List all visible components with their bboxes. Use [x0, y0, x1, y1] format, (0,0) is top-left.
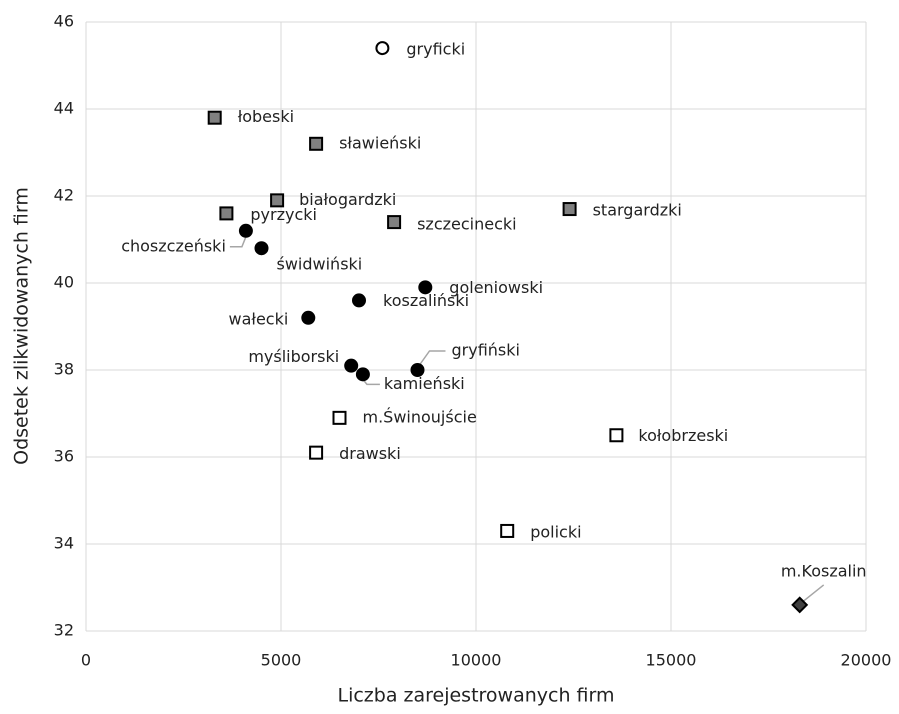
data-label: świdwiński	[277, 255, 363, 274]
point	[410, 363, 425, 377]
point	[418, 280, 433, 295]
leader-line	[803, 584, 825, 602]
point	[355, 367, 370, 382]
leader-line	[229, 236, 247, 248]
data-label: łobeski	[238, 107, 294, 126]
point	[791, 596, 809, 614]
point	[332, 410, 347, 425]
point	[387, 215, 402, 230]
data-label: goleniowski	[449, 278, 543, 297]
data-label: gryfiński	[452, 341, 520, 360]
y-axis-label: Odsetek zlikwidowanych firm	[11, 187, 33, 465]
data-label: wałecki	[229, 309, 289, 328]
data-label: gryficki	[406, 40, 465, 59]
y-tick-label: 40	[54, 273, 74, 292]
point	[270, 193, 285, 208]
data-label: kamieński	[384, 374, 465, 393]
data-label: koszaliński	[383, 291, 469, 310]
data-label: sławieński	[339, 133, 421, 152]
point	[609, 428, 624, 443]
point	[562, 202, 577, 217]
data-label: białogardzki	[299, 190, 396, 209]
data-label: policki	[530, 522, 581, 541]
x-axis-label: Liczba zarejestrowanych firm	[337, 685, 614, 707]
data-label: m.Koszalin	[781, 561, 867, 580]
point	[309, 136, 324, 151]
x-tick-label: 0	[81, 651, 91, 670]
y-tick-label: 46	[54, 12, 74, 31]
data-label: choszczeński	[121, 236, 226, 255]
y-tick-label: 36	[54, 447, 74, 466]
point	[500, 523, 515, 538]
data-label: kołobrzeski	[638, 426, 728, 445]
y-tick-label: 38	[54, 360, 74, 379]
x-tick-label: 15000	[646, 651, 697, 670]
point	[301, 310, 316, 325]
point	[254, 241, 269, 256]
point	[344, 358, 359, 373]
data-label: drawski	[339, 444, 401, 463]
data-label: m.Świnoujście	[363, 407, 477, 426]
point	[207, 110, 222, 125]
x-tick-label: 10000	[451, 651, 502, 670]
point	[238, 223, 253, 238]
point	[352, 293, 366, 308]
x-tick-label: 5000	[261, 651, 302, 670]
data-label: myśliborski	[248, 347, 339, 366]
point	[309, 445, 324, 460]
point	[219, 206, 234, 221]
data-label: stargardzki	[593, 201, 682, 220]
y-tick-label: 32	[54, 621, 74, 640]
y-tick-label: 34	[54, 534, 74, 553]
y-tick-label: 42	[54, 186, 74, 205]
point	[375, 41, 390, 56]
x-tick-label: 20000	[841, 651, 892, 670]
data-label: pyrzycki	[250, 205, 317, 224]
data-label: szczecinecki	[417, 215, 517, 234]
leader-line	[418, 350, 446, 366]
y-tick-label: 44	[54, 99, 74, 118]
